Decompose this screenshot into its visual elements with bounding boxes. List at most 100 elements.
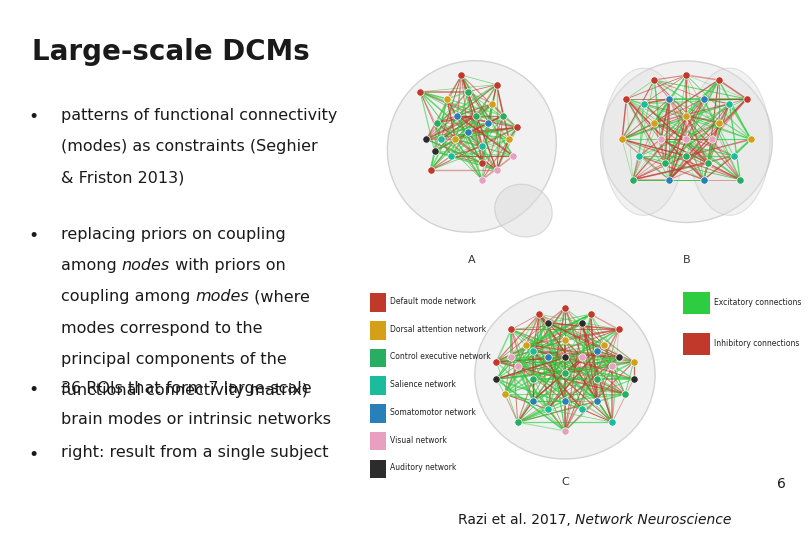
Point	[461, 128, 474, 137]
Point	[606, 418, 619, 427]
Text: right: result from a single subject: right: result from a single subject	[61, 446, 328, 461]
Bar	[370, 293, 386, 312]
Point	[490, 80, 503, 89]
Text: 6: 6	[777, 477, 786, 491]
Point	[475, 176, 488, 184]
Point	[424, 166, 437, 174]
Point	[449, 135, 462, 144]
Point	[612, 325, 625, 334]
Point	[633, 152, 646, 160]
Point	[712, 118, 725, 127]
Text: modes correspond to the: modes correspond to the	[61, 321, 262, 336]
Bar	[370, 376, 386, 395]
Ellipse shape	[475, 291, 655, 459]
Point	[648, 118, 661, 127]
Point	[490, 375, 503, 383]
Text: 36 ROIs that form 7 large-scale: 36 ROIs that form 7 large-scale	[61, 381, 311, 396]
Point	[619, 390, 632, 399]
Text: modes: modes	[195, 289, 249, 305]
Point	[627, 375, 640, 383]
Point	[558, 427, 571, 435]
Point	[445, 152, 458, 160]
Point	[533, 310, 546, 319]
Text: Razi et al. 2017,: Razi et al. 2017,	[458, 512, 575, 526]
Point	[470, 111, 483, 120]
Point	[584, 310, 597, 319]
Point	[498, 390, 511, 399]
Point	[558, 368, 571, 377]
Point	[590, 375, 603, 383]
Point	[648, 76, 661, 84]
Point	[680, 111, 693, 120]
Point	[597, 340, 610, 349]
Point	[455, 71, 468, 79]
Text: & Friston 2013): & Friston 2013)	[61, 171, 184, 186]
Point	[428, 147, 441, 156]
Text: principal components of the: principal components of the	[61, 352, 287, 367]
Point	[441, 94, 454, 103]
Text: Dorsal attention network: Dorsal attention network	[390, 325, 486, 334]
Point	[461, 87, 474, 96]
Point	[505, 325, 518, 334]
Point	[612, 353, 625, 362]
Point	[744, 135, 757, 144]
Point	[712, 76, 725, 84]
Point	[558, 336, 571, 345]
Point	[434, 135, 447, 144]
Point	[505, 353, 518, 362]
Point	[511, 362, 524, 370]
Text: A: A	[468, 255, 475, 265]
Text: •: •	[28, 108, 39, 126]
Point	[526, 347, 539, 355]
Text: •: •	[28, 227, 39, 245]
Text: replacing priors on coupling: replacing priors on coupling	[61, 227, 285, 242]
Bar	[370, 432, 386, 450]
Point	[541, 319, 554, 327]
Text: Large-scale DCMs: Large-scale DCMs	[32, 38, 310, 66]
Point	[680, 71, 693, 79]
Point	[558, 303, 571, 312]
Text: C: C	[561, 477, 569, 487]
Point	[541, 353, 554, 362]
Point	[659, 159, 671, 167]
Text: Default mode network: Default mode network	[390, 297, 475, 306]
Text: patterns of functional connectivity: patterns of functional connectivity	[61, 108, 337, 123]
Text: B: B	[683, 255, 690, 265]
Bar	[370, 321, 386, 340]
Point	[723, 99, 735, 108]
Point	[502, 135, 515, 144]
Point	[414, 87, 427, 96]
Text: functional connectivity matrix): functional connectivity matrix)	[61, 383, 308, 399]
Point	[497, 111, 509, 120]
Point	[590, 396, 603, 405]
Point	[740, 94, 753, 103]
Bar	[370, 349, 386, 367]
Ellipse shape	[495, 184, 552, 237]
Text: Excitatory connections: Excitatory connections	[714, 298, 802, 307]
Point	[680, 135, 693, 144]
Text: among: among	[61, 258, 122, 273]
Ellipse shape	[688, 68, 770, 215]
Ellipse shape	[387, 60, 556, 232]
Point	[430, 118, 443, 127]
Point	[576, 353, 589, 362]
Text: Control executive network: Control executive network	[390, 353, 491, 361]
Point	[482, 118, 495, 127]
Ellipse shape	[600, 61, 772, 222]
Point	[706, 135, 718, 144]
Point	[606, 362, 619, 370]
Point	[697, 176, 710, 184]
Point	[697, 94, 710, 103]
Point	[475, 142, 488, 151]
Point	[490, 357, 503, 366]
Point	[663, 94, 676, 103]
Point	[701, 159, 714, 167]
Point	[511, 123, 524, 132]
Point	[526, 396, 539, 405]
Text: •: •	[28, 381, 39, 399]
Point	[637, 99, 650, 108]
Point	[663, 176, 676, 184]
Point	[590, 347, 603, 355]
Text: (where: (where	[249, 289, 310, 305]
Text: with priors on: with priors on	[170, 258, 286, 273]
